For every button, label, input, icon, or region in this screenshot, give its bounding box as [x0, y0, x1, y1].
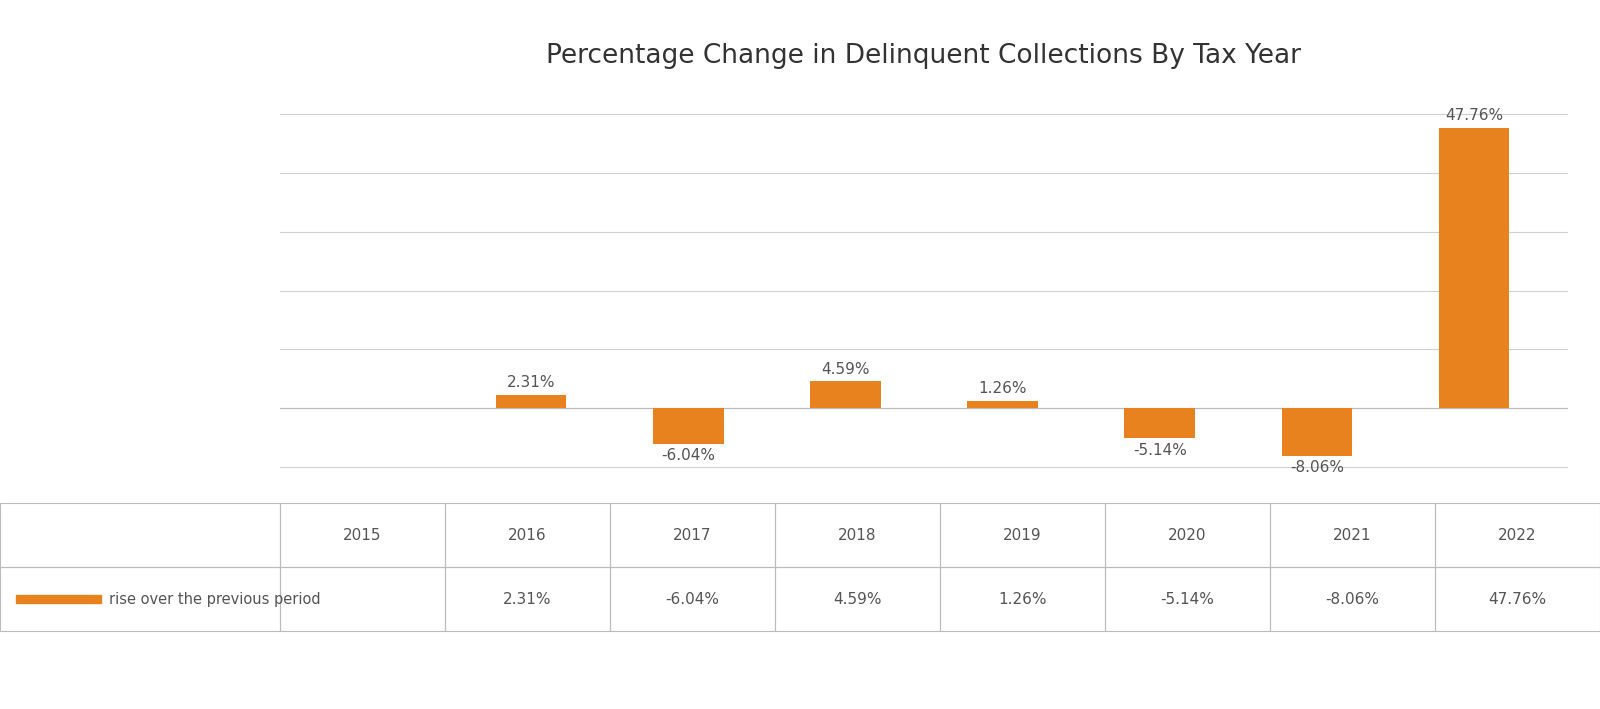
Bar [653, 408, 723, 444]
Text: 2.31%: 2.31% [504, 591, 552, 607]
Text: 2.31%: 2.31% [507, 375, 555, 390]
Bar [968, 401, 1038, 408]
Text: 2019: 2019 [1003, 527, 1042, 543]
Text: -5.14%: -5.14% [1133, 443, 1187, 458]
Bar [1125, 408, 1195, 438]
Bar [1106, 567, 1270, 631]
Bar [0, 503, 280, 567]
Bar [1106, 503, 1270, 567]
Text: 4.59%: 4.59% [834, 591, 882, 607]
Bar [280, 503, 445, 567]
Text: 1.26%: 1.26% [978, 381, 1027, 396]
Text: 2016: 2016 [509, 527, 547, 543]
Text: -8.06%: -8.06% [1290, 460, 1344, 475]
Text: 2021: 2021 [1333, 527, 1371, 543]
Bar [610, 567, 774, 631]
Bar [496, 395, 566, 408]
Text: 2017: 2017 [674, 527, 712, 543]
Bar [280, 567, 445, 631]
Text: 2015: 2015 [344, 527, 382, 543]
Text: 2020: 2020 [1168, 527, 1206, 543]
Text: -8.06%: -8.06% [1325, 591, 1379, 607]
Bar [16, 596, 101, 603]
Bar [774, 567, 939, 631]
Bar [1438, 128, 1509, 408]
Text: -6.04%: -6.04% [666, 591, 720, 607]
Text: -6.04%: -6.04% [661, 448, 715, 464]
Bar [610, 503, 774, 567]
Text: 47.76%: 47.76% [1488, 591, 1547, 607]
Bar [445, 567, 610, 631]
Text: 2022: 2022 [1498, 527, 1536, 543]
Text: 4.59%: 4.59% [821, 362, 870, 376]
Bar [774, 503, 939, 567]
Bar [1282, 408, 1352, 455]
Bar [939, 503, 1106, 567]
Text: 47.76%: 47.76% [1445, 108, 1502, 123]
Bar [445, 503, 610, 567]
Text: rise over the previous period: rise over the previous period [109, 591, 320, 607]
Text: 2018: 2018 [838, 527, 877, 543]
Bar [1270, 567, 1435, 631]
Bar [0, 567, 280, 631]
Title: Percentage Change in Delinquent Collections By Tax Year: Percentage Change in Delinquent Collecti… [547, 43, 1301, 69]
Text: -5.14%: -5.14% [1160, 591, 1214, 607]
Text: 1.26%: 1.26% [998, 591, 1046, 607]
Bar [1435, 567, 1600, 631]
Bar [1270, 503, 1435, 567]
Bar [810, 381, 880, 408]
Bar [939, 567, 1106, 631]
Bar [1435, 503, 1600, 567]
